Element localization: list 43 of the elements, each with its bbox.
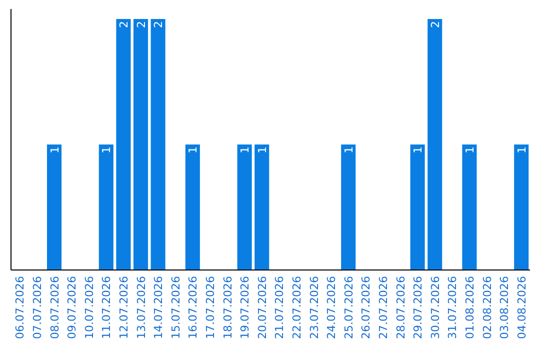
- x-tick-label: 22.07.2026: [290, 276, 304, 339]
- x-tick-label: 25.07.2026: [342, 276, 356, 339]
- x-tick-label: 07.07.2026: [30, 276, 44, 339]
- x-tick-label: 09.07.2026: [66, 276, 79, 339]
- x-tick-label: 13.07.2026: [134, 276, 148, 339]
- data-label: 1: [412, 146, 425, 154]
- x-tick-label: 03.08.2026: [498, 276, 512, 339]
- data-label: 2: [117, 21, 130, 28]
- x-tick-label: 14.07.2026: [152, 276, 166, 339]
- x-tick-label: 27.07.2026: [376, 276, 390, 339]
- x-tick-label: 10.07.2026: [82, 276, 96, 339]
- x-tick-label: 06.07.2026: [14, 276, 27, 339]
- x-tick-label: 18.07.2026: [221, 276, 234, 339]
- data-label: 1: [186, 146, 200, 154]
- x-tick-label: 21.07.2026: [273, 276, 286, 339]
- x-tick-label: 02.08.2026: [480, 276, 494, 339]
- x-tick-label: 12.07.2026: [117, 276, 130, 339]
- x-tick-label: 26.07.2026: [360, 276, 373, 339]
- data-label: 2: [134, 21, 148, 28]
- data-label: 1: [48, 146, 62, 154]
- x-tick-label: 19.07.2026: [238, 276, 252, 339]
- x-tick-label: 24.07.2026: [325, 276, 338, 339]
- x-tick-label: 30.07.2026: [428, 276, 442, 339]
- data-label: 1: [342, 146, 356, 154]
- x-tick-label: 29.07.2026: [412, 276, 425, 339]
- data-label: 1: [100, 146, 114, 154]
- x-tick-label: 17.07.2026: [204, 276, 217, 339]
- x-tick-label: 01.08.2026: [463, 276, 476, 339]
- x-tick-label: 11.07.2026: [100, 276, 114, 339]
- x-tick-label: 28.07.2026: [394, 276, 408, 339]
- x-tick-label: 08.07.2026: [48, 276, 62, 339]
- data-label: 1: [256, 146, 269, 154]
- x-tick-label: 15.07.2026: [169, 276, 182, 339]
- data-label: 1: [463, 146, 476, 154]
- x-tick-label: 23.07.2026: [308, 276, 321, 339]
- x-tick-label: 31.07.2026: [446, 276, 460, 339]
- x-tick-label: 20.07.2026: [256, 276, 269, 339]
- data-label: 1: [238, 146, 252, 154]
- x-tick-label: 16.07.2026: [186, 276, 200, 339]
- x-tick-label: 04.08.2026: [515, 276, 528, 339]
- data-label: 2: [428, 21, 442, 28]
- data-label: 2: [152, 21, 166, 28]
- data-label: 1: [515, 146, 528, 154]
